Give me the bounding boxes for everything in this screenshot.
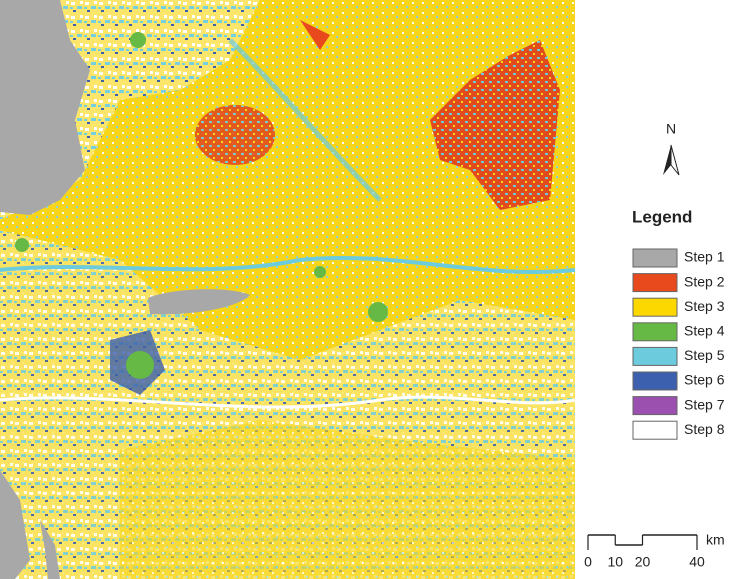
urban (15, 238, 29, 252)
scale-unit: km (706, 532, 725, 548)
legend-label: Step 3 (684, 298, 725, 314)
legend-swatch (633, 274, 677, 292)
legend-label: Step 1 (684, 249, 725, 265)
scale-label: 10 (607, 554, 623, 570)
urban (368, 302, 388, 322)
legend-label: Step 6 (684, 372, 725, 388)
scale-label: 20 (635, 554, 651, 570)
scale-label: 0 (584, 554, 592, 570)
map (0, 0, 575, 579)
legend-label: Step 2 (684, 273, 725, 289)
legend-swatch (633, 421, 677, 439)
legend-swatch (633, 249, 677, 267)
legend-label: Step 5 (684, 347, 725, 363)
legend-label: Step 8 (684, 421, 725, 437)
urban (130, 32, 146, 48)
legend-swatch (633, 323, 677, 341)
map-region (195, 105, 275, 165)
north-arrow-half (671, 145, 679, 175)
legend: Step 1 Step 2 Step 3 Step 4 Step 5 Step 6 Step… (633, 249, 725, 439)
map-figure: N Legend Step 1Step 2Step 3Step 4Step 5S… (0, 0, 739, 579)
legend-swatch (633, 347, 677, 365)
north-arrow-half (663, 145, 671, 175)
legend-title: Legend (632, 207, 692, 226)
urban (126, 351, 154, 379)
north-arrow: N (663, 121, 679, 175)
north-label: N (666, 121, 676, 137)
urban (314, 266, 326, 278)
legend-swatch (633, 372, 677, 390)
legend-label: Step 7 (684, 396, 725, 412)
legend-swatch (633, 298, 677, 316)
legend-swatch (633, 397, 677, 415)
scale-label: 40 (689, 554, 705, 570)
legend-label: Step 4 (684, 323, 725, 339)
